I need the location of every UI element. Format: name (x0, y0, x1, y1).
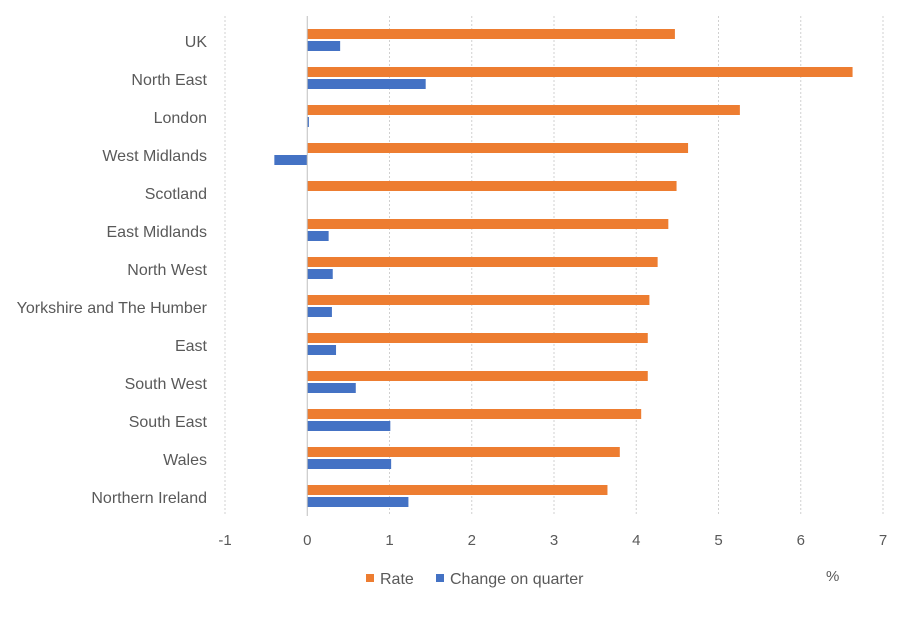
x-tick-label-neg1: -1 (218, 532, 231, 549)
bar-change-on-quarter-south-east (307, 421, 391, 431)
x-tick-label-0: 0 (303, 532, 311, 549)
bar-rate-north-west (307, 257, 658, 267)
x-tick-label-4: 4 (632, 532, 640, 549)
bar-rate-south-east (307, 409, 642, 419)
bar-rate-east (307, 333, 648, 343)
category-label-wales: Wales (163, 452, 207, 469)
x-tick-label-6: 6 (797, 532, 805, 549)
bars (274, 29, 853, 507)
bar-change-on-quarter-north-east (307, 79, 426, 89)
bar-change-on-quarter-uk (307, 41, 341, 51)
bar-rate-uk (307, 29, 675, 39)
bar-rate-northern-ireland (307, 485, 608, 495)
bar-rate-wales (307, 447, 620, 457)
bar-rate-south-west (307, 371, 648, 381)
x-tick-label-3: 3 (550, 532, 558, 549)
bar-change-on-quarter-north-west (307, 269, 333, 279)
category-labels: UK North East London West Midlands Scotland E… (17, 34, 208, 507)
bar-change-on-quarter-wales (307, 459, 392, 469)
bar-rate-west-midlands (307, 143, 689, 153)
bar-change-on-quarter-south-west (307, 383, 356, 393)
category-label-london: London (154, 110, 207, 127)
legend: Rate Change on quarter (366, 571, 584, 588)
bar-rate-scotland (307, 181, 677, 191)
bar-change-on-quarter-east (307, 345, 337, 355)
bar-rate-london (307, 105, 740, 115)
legend-label-rate: Rate (380, 571, 414, 588)
x-tick-label-1: 1 (385, 532, 393, 549)
category-label-south-west: South West (125, 376, 208, 393)
tick-labels: -1 0 1 2 3 4 5 6 7 (218, 532, 887, 549)
bar-rate-east-midlands (307, 219, 669, 229)
category-label-south-east: South East (129, 414, 208, 431)
bar-rate-north-east (307, 67, 853, 77)
category-label-west-midlands: West Midlands (102, 148, 207, 165)
category-label-east: East (175, 338, 208, 355)
bar-change-on-quarter-london (307, 117, 309, 127)
category-label-yorkshire-and-the-humber: Yorkshire and The Humber (17, 300, 208, 317)
bar-change-on-quarter-west-midlands (274, 155, 308, 165)
bar-change-on-quarter-yorkshire-and-the-humber (307, 307, 332, 317)
x-tick-label-2: 2 (468, 532, 476, 549)
legend-label-change-on-quarter: Change on quarter (450, 571, 584, 588)
category-label-scotland: Scotland (145, 186, 207, 203)
category-label-northern-ireland: Northern Ireland (91, 490, 207, 507)
x-tick-label-5: 5 (714, 532, 722, 549)
unit-label: % (826, 568, 839, 585)
legend-swatch-change-on-quarter (436, 574, 444, 582)
bar-change-on-quarter-northern-ireland (307, 497, 409, 507)
category-label-uk: UK (185, 34, 208, 51)
bar-change-on-quarter-east-midlands (307, 231, 329, 241)
x-tick-label-7: 7 (879, 532, 887, 549)
category-label-north-west: North West (127, 262, 207, 279)
legend-swatch-rate (366, 574, 374, 582)
category-label-north-east: North East (131, 72, 207, 89)
bar-rate-yorkshire-and-the-humber (307, 295, 650, 305)
category-label-east-midlands: East Midlands (107, 224, 208, 241)
